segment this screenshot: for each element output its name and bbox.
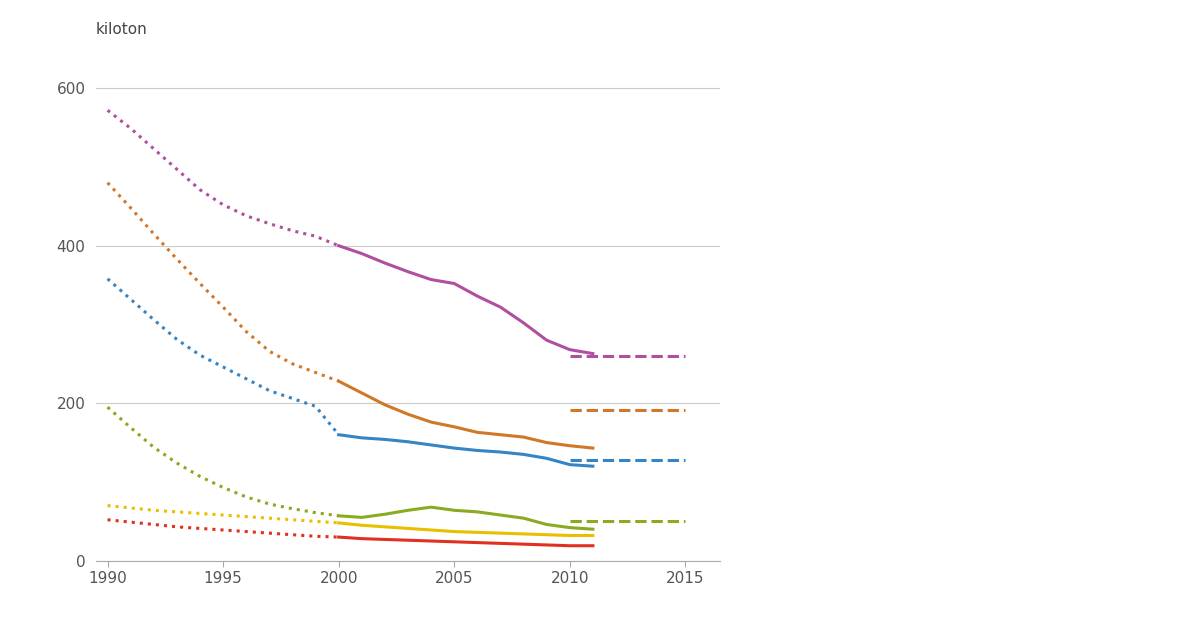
Text: kiloton: kiloton — [96, 21, 148, 37]
Legend: Emissieplafond vanaf 2010, NO$_x$, NMVOS, NH$_3$, SO$_2$: Emissieplafond vanaf 2010, NO$_x$, NMVOS… — [742, 391, 971, 505]
